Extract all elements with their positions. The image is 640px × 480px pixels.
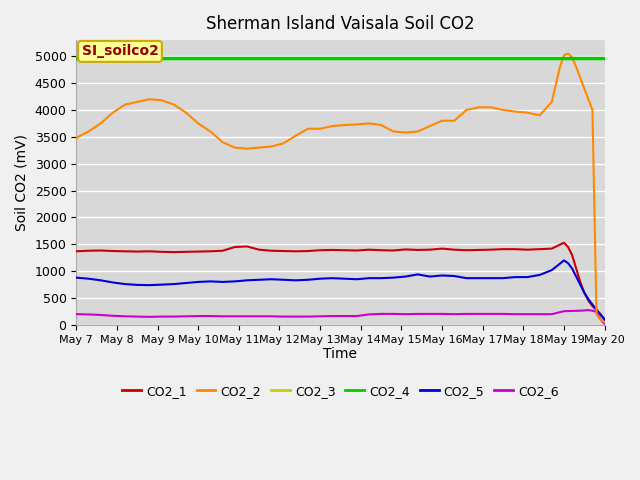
X-axis label: Time: Time [323,348,358,361]
Text: SI_soilco2: SI_soilco2 [81,44,159,59]
Title: Sherman Island Vaisala Soil CO2: Sherman Island Vaisala Soil CO2 [206,15,475,33]
Y-axis label: Soil CO2 (mV): Soil CO2 (mV) [15,134,29,231]
Legend: CO2_1, CO2_2, CO2_3, CO2_4, CO2_5, CO2_6: CO2_1, CO2_2, CO2_3, CO2_4, CO2_5, CO2_6 [117,380,564,403]
